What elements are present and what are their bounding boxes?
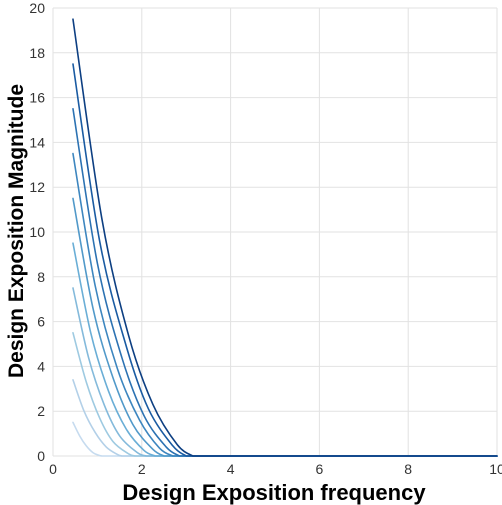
y-tick-label: 10: [29, 224, 45, 240]
y-tick-label: 2: [37, 403, 45, 419]
series-line-8: [72, 108, 498, 457]
series-line-7: [72, 152, 498, 457]
x-tick-label: 4: [227, 461, 235, 477]
grid: [52, 7, 498, 457]
x-axis-title: Design Exposition frequency: [122, 480, 426, 505]
x-tick-label: 8: [404, 461, 412, 477]
series-line-9: [72, 63, 498, 457]
x-tick-label: 10: [489, 461, 502, 477]
y-axis-title: Design Exposition Magnitude: [5, 84, 28, 378]
plot-area: [72, 18, 498, 457]
series-line-4: [72, 287, 498, 457]
y-tick-label: 16: [29, 90, 45, 106]
y-tick-label: 8: [37, 269, 45, 285]
series-line-1: [72, 421, 498, 457]
series-line-2: [72, 379, 498, 457]
x-tick-label: 6: [316, 461, 324, 477]
x-tick-label: 2: [138, 461, 146, 477]
axis-ticks: 0 2 4 6 8 10 0 2 4 6 8 10 12 14 16 18 20: [29, 0, 502, 477]
y-tick-label: 4: [37, 358, 45, 374]
y-tick-label: 12: [29, 179, 45, 195]
series-line-3: [72, 332, 498, 457]
x-tick-label: 0: [49, 461, 57, 477]
y-tick-label: 6: [37, 314, 45, 330]
y-tick-label: 18: [29, 45, 45, 61]
series-line-5: [72, 242, 498, 457]
y-tick-label: 0: [37, 448, 45, 464]
y-tick-label: 14: [29, 134, 45, 150]
series-line-10: [72, 18, 498, 457]
y-tick-label: 20: [29, 0, 45, 16]
series-line-6: [72, 197, 498, 457]
